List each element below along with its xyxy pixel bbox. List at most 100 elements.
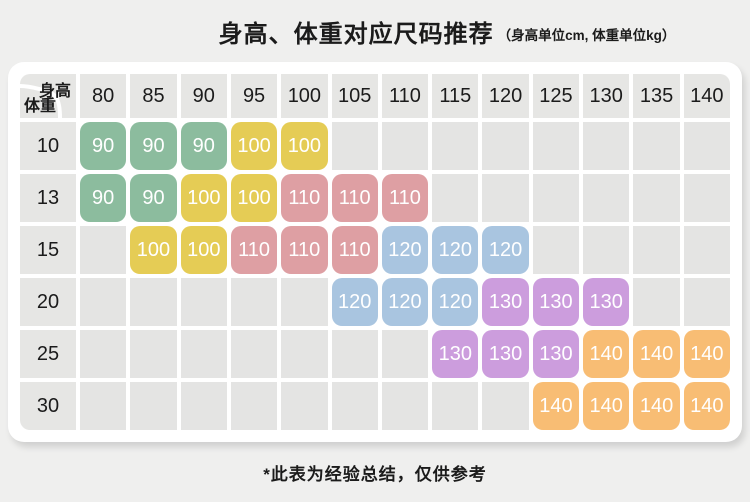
size-cell: 120 (482, 226, 529, 274)
empty-cell (482, 174, 529, 222)
size-cell: 120 (432, 226, 479, 274)
size-cell: 110 (331, 226, 378, 274)
empty-cell (583, 226, 630, 274)
empty-cell (130, 382, 177, 430)
empty-cell (482, 382, 529, 430)
size-cell: 130 (482, 278, 529, 326)
empty-cell (281, 382, 328, 430)
empty-cell (80, 226, 127, 274)
empty-cell (633, 226, 680, 274)
size-cell: 100 (230, 174, 278, 222)
size-cell: 100 (230, 122, 278, 170)
empty-cell (432, 174, 479, 222)
size-cell: 120 (432, 278, 479, 326)
size-cell: 140 (532, 382, 580, 430)
height-header-cell: 125 (532, 74, 580, 118)
size-cell: 140 (683, 382, 730, 430)
height-header-cell: 85 (130, 74, 177, 118)
empty-cell (381, 122, 429, 170)
size-cell: 130 (532, 278, 580, 326)
size-cell: 100 (180, 226, 227, 274)
size-cell: 140 (633, 382, 680, 430)
empty-cell (180, 382, 227, 430)
weight-header-cell: 20 (20, 278, 76, 326)
empty-cell (532, 174, 580, 222)
size-cell: 140 (583, 382, 630, 430)
empty-cell (432, 122, 479, 170)
size-cell: 140 (633, 330, 680, 378)
empty-cell (230, 382, 278, 430)
empty-cell (230, 330, 278, 378)
size-cell: 100 (180, 174, 227, 222)
weight-header-cell: 30 (20, 382, 76, 430)
size-cell: 90 (130, 174, 177, 222)
empty-cell (281, 330, 328, 378)
height-header-cell: 120 (482, 74, 529, 118)
size-cell: 90 (180, 122, 227, 170)
size-chart-card: 身高 体重 80 85 90 95 100 105 110 115 120 125 130 135 14… (8, 62, 742, 442)
size-cell: 110 (381, 174, 429, 222)
size-cell: 130 (583, 278, 630, 326)
empty-cell (381, 382, 429, 430)
weight-header-cell: 10 (20, 122, 76, 170)
empty-cell (331, 330, 378, 378)
page-title: 身高、体重对应尺码推荐 （身高单位cm, 体重单位kg） (72, 0, 750, 62)
title-text: 身高、体重对应尺码推荐 (218, 20, 494, 48)
empty-cell (80, 382, 127, 430)
empty-cell (633, 174, 680, 222)
size-cell: 120 (381, 226, 429, 274)
empty-cell (331, 382, 378, 430)
size-chart-table: 身高 体重 80 85 90 95 100 105 110 115 120 125 130 135 14… (20, 74, 730, 430)
empty-cell (432, 382, 479, 430)
size-cell: 120 (331, 278, 378, 326)
empty-cell (180, 330, 227, 378)
empty-cell (683, 226, 730, 274)
empty-cell (683, 278, 730, 326)
size-cell: 130 (532, 330, 580, 378)
empty-cell (683, 122, 730, 170)
empty-cell (532, 226, 580, 274)
empty-cell (331, 122, 378, 170)
height-header-cell: 80 (80, 74, 127, 118)
size-cell: 110 (331, 174, 378, 222)
height-header-cell: 105 (331, 74, 378, 118)
size-cell: 90 (130, 122, 177, 170)
height-header-cell: 95 (230, 74, 278, 118)
size-cell: 100 (130, 226, 177, 274)
height-header-cell: 90 (180, 74, 227, 118)
height-header-cell: 130 (583, 74, 630, 118)
empty-cell (683, 174, 730, 222)
height-header-cell: 140 (683, 74, 730, 118)
empty-cell (381, 330, 429, 378)
size-cell: 140 (583, 330, 630, 378)
footnote: *此表为经验总结，仅供参考 (263, 465, 487, 484)
empty-cell (633, 278, 680, 326)
size-cell: 120 (381, 278, 429, 326)
size-cell: 130 (482, 330, 529, 378)
size-cell: 100 (281, 122, 328, 170)
empty-cell (532, 122, 580, 170)
height-axis-label: 身高 (38, 83, 71, 100)
diagonal-divider-icon (20, 84, 62, 118)
size-cell: 90 (80, 174, 127, 222)
size-cell: 130 (432, 330, 479, 378)
empty-cell (80, 278, 127, 326)
size-cell: 110 (281, 174, 328, 222)
empty-cell (482, 122, 529, 170)
size-cell: 140 (683, 330, 730, 378)
weight-axis-label: 体重 (24, 98, 57, 115)
empty-cell (80, 330, 127, 378)
empty-cell (633, 122, 680, 170)
size-cell: 110 (281, 226, 328, 274)
size-cell: 90 (80, 122, 127, 170)
weight-header-cell: 13 (20, 174, 76, 222)
height-header-cell: 100 (281, 74, 328, 118)
empty-cell (130, 278, 177, 326)
size-cell: 110 (230, 226, 278, 274)
height-header-cell: 110 (381, 74, 429, 118)
corner-header-cell: 身高 体重 (20, 74, 76, 118)
weight-header-cell: 25 (20, 330, 76, 378)
empty-cell (583, 122, 630, 170)
height-header-cell: 115 (432, 74, 479, 118)
empty-cell (130, 330, 177, 378)
